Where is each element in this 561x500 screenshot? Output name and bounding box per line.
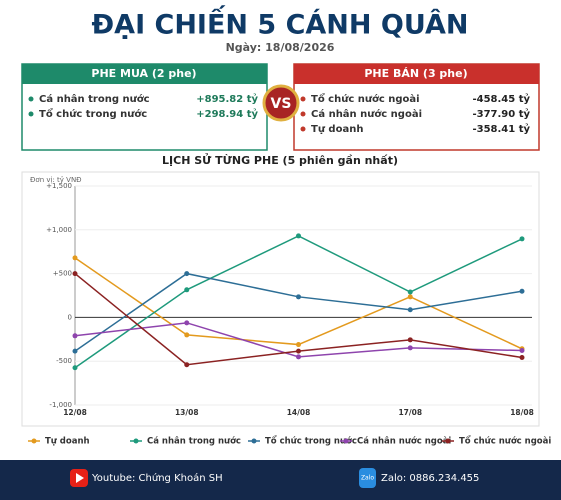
y-unit: Đơn vị: tỷ VNĐ <box>30 175 82 184</box>
legend-marker <box>251 438 257 444</box>
row-value: +298.94 tỷ <box>196 107 258 120</box>
row-value: +895.82 tỷ <box>196 92 258 105</box>
legend-label: Tổ chức trong nước <box>265 435 357 447</box>
y-tick-label: +500 <box>53 270 72 278</box>
point <box>184 287 190 293</box>
point <box>72 348 78 354</box>
legend-label: Cá nhân trong nước <box>147 436 241 447</box>
row-label: Cá nhân nước ngoài <box>311 108 422 120</box>
bullet <box>28 111 34 117</box>
point <box>296 348 301 354</box>
point <box>296 294 301 300</box>
chart-title: LỊCH SỬ TỪNG PHE (5 phiên gần nhất) <box>162 153 398 167</box>
legend-label: Tự doanh <box>45 437 90 447</box>
legend-label: Tổ chức nước ngoài <box>459 435 551 447</box>
youtube-play <box>76 473 84 483</box>
vs-text: VS <box>271 96 292 112</box>
point <box>184 320 190 326</box>
point <box>72 271 78 277</box>
bullet <box>28 96 34 102</box>
x-tick-label: 13/08 <box>175 408 199 417</box>
point <box>519 236 525 242</box>
chart-frame <box>21 171 540 427</box>
x-tick-label: 12/08 <box>63 408 87 417</box>
point <box>184 271 190 277</box>
row-label: Cá nhân trong nước <box>39 93 150 105</box>
bullet <box>300 111 306 117</box>
x-tick-label: 17/08 <box>398 408 422 417</box>
legend-marker <box>31 438 37 444</box>
buy-header <box>22 64 267 84</box>
point <box>184 332 190 338</box>
row-label: Tổ chức nước ngoài <box>311 92 420 105</box>
legend-marker <box>133 438 139 444</box>
point <box>519 288 525 294</box>
row-label: Tự doanh <box>311 124 363 135</box>
date: Ngày: 18/08/2026 <box>226 41 335 54</box>
zalo-text: Zalo: 0886.234.455 <box>381 473 479 484</box>
legend-marker <box>445 438 451 444</box>
y-tick-label: -500 <box>56 357 72 365</box>
point <box>519 348 525 354</box>
point <box>407 345 413 351</box>
point <box>407 307 413 313</box>
point <box>72 255 78 261</box>
zalo-icon-text: Zalo <box>361 475 374 482</box>
sell-title: PHE BÁN (3 phe) <box>364 67 467 80</box>
point <box>407 289 413 295</box>
point <box>296 342 301 348</box>
vs-badge <box>262 84 300 122</box>
legend-label: Cá nhân nước ngoài <box>357 436 451 447</box>
youtube-text: Youtube: Chứng Khoán SH <box>91 472 223 484</box>
point <box>407 294 413 300</box>
bullet <box>300 126 306 132</box>
y-tick-label: +1,000 <box>46 226 72 234</box>
point <box>72 365 78 371</box>
row-label: Tổ chức trong nước <box>39 107 147 120</box>
row-value: -358.41 tỷ <box>472 122 530 135</box>
footer <box>0 460 561 500</box>
y-tick-label: -1,000 <box>49 401 72 409</box>
row-value: -377.90 tỷ <box>472 107 530 120</box>
point <box>184 362 190 368</box>
point <box>72 333 78 339</box>
legend-marker <box>343 438 349 444</box>
sell-header <box>294 64 539 84</box>
x-tick-label: 14/08 <box>287 408 311 417</box>
point <box>519 355 525 361</box>
title: ĐẠI CHIẾN 5 CÁNH QUÂN <box>92 6 469 41</box>
y-tick-label: 0 <box>68 313 72 321</box>
point <box>296 233 301 239</box>
bullet <box>300 96 306 102</box>
y-tick-label: +1,500 <box>46 182 72 190</box>
point <box>296 354 301 360</box>
point <box>407 337 413 343</box>
x-tick-label: 18/08 <box>510 408 534 417</box>
zalo-icon <box>359 468 376 488</box>
row-value: -458.45 tỷ <box>472 92 530 105</box>
buy-title: PHE MUA (2 phe) <box>91 67 196 80</box>
